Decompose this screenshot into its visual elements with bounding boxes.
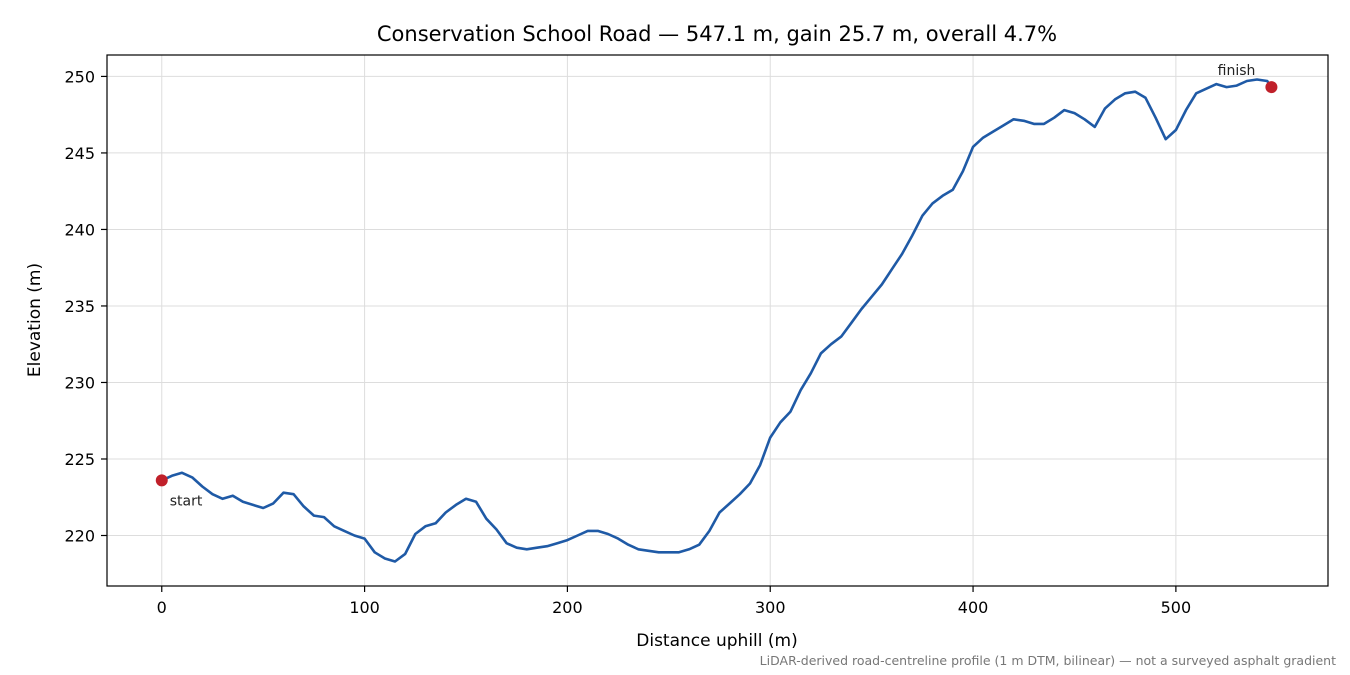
- x-tick-label: 500: [1161, 598, 1192, 617]
- y-tick-label: 230: [64, 373, 95, 392]
- y-axis-ticks: 220 225 230 235 240 245 250: [64, 67, 107, 546]
- y-tick-label: 220: [64, 527, 95, 546]
- x-tick-label: 400: [958, 598, 989, 617]
- x-axis-ticks: 0 100 200 300 400 500: [157, 586, 1191, 617]
- plot-area-frame: [106, 54, 1329, 587]
- data-source-footnote: LiDAR-derived road-centreline profile (1…: [760, 653, 1336, 668]
- x-tick-label: 0: [157, 598, 167, 617]
- chart-title: Conservation School Road — 547.1 m, gain…: [377, 22, 1057, 46]
- x-tick-label: 100: [349, 598, 380, 617]
- grid-lines: [107, 55, 1328, 586]
- y-tick-label: 250: [64, 67, 95, 86]
- y-tick-label: 225: [64, 450, 95, 469]
- finish-label: finish: [1218, 63, 1256, 79]
- x-axis-label: Distance uphill (m): [636, 631, 797, 651]
- finish-marker: [1265, 81, 1278, 94]
- elevation-series-line: [160, 78, 1273, 563]
- y-tick-label: 245: [64, 144, 95, 163]
- x-tick-label: 300: [755, 598, 786, 617]
- start-marker: [155, 474, 168, 487]
- y-tick-label: 240: [64, 220, 95, 239]
- y-axis-label: Elevation (m): [25, 263, 45, 377]
- x-tick-label: 200: [552, 598, 583, 617]
- start-label: start: [170, 493, 203, 509]
- y-tick-label: 235: [64, 297, 95, 316]
- endpoint-markers: start finish: [155, 63, 1278, 509]
